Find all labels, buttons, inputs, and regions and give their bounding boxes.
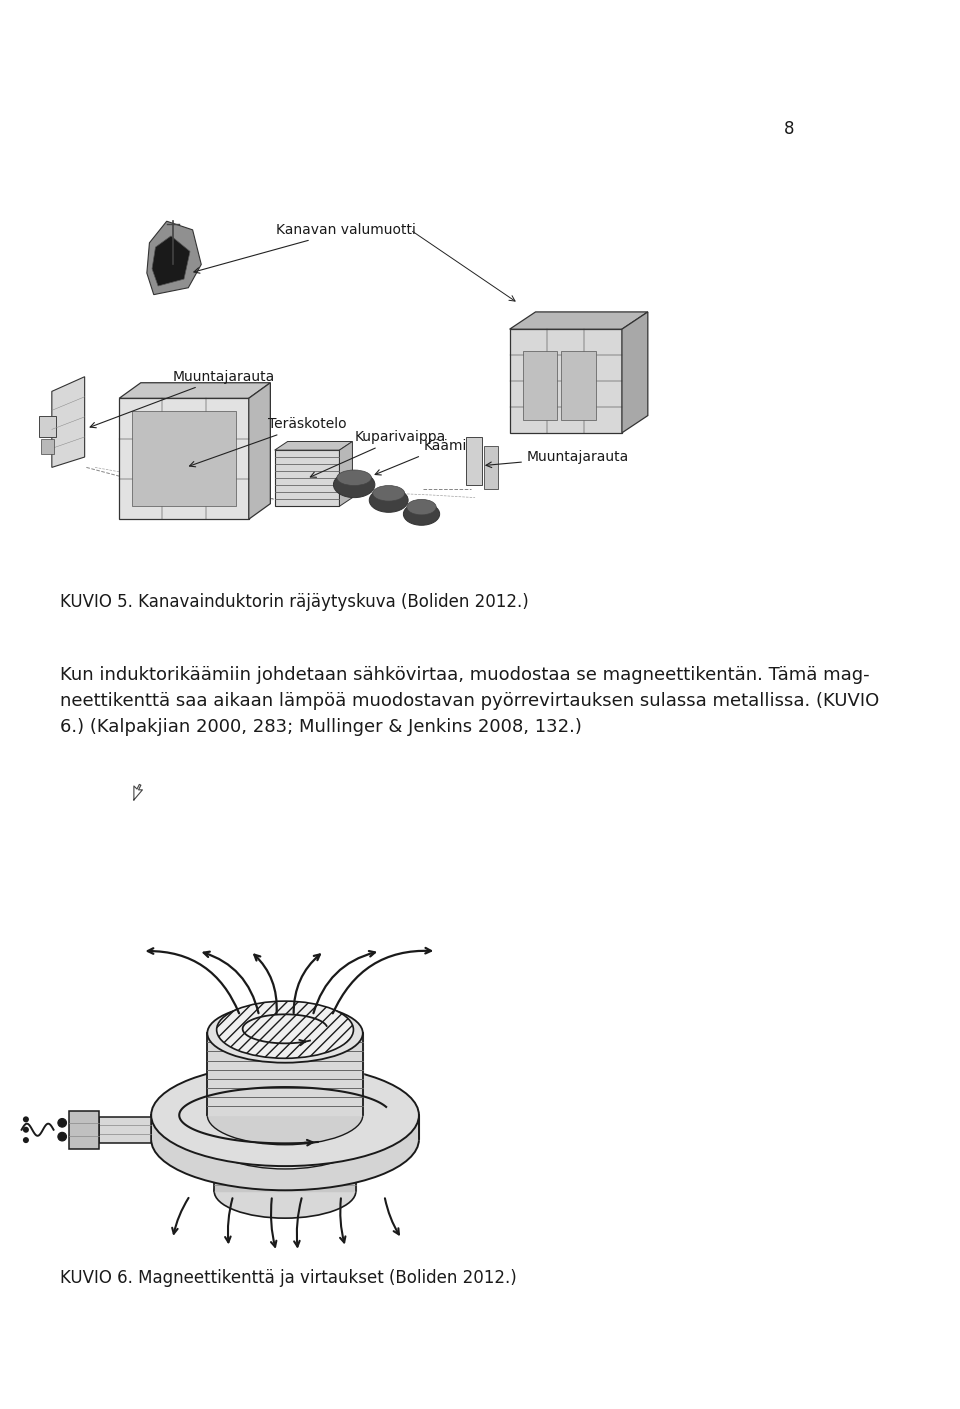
Polygon shape	[275, 441, 352, 449]
Circle shape	[58, 1133, 66, 1141]
Text: Käämi: Käämi	[375, 438, 467, 475]
Polygon shape	[340, 441, 352, 506]
Text: neettikenttä saa aikaan lämpöä muodostavan pyörrevirtauksen sulassa metallissa. : neettikenttä saa aikaan lämpöä muodostav…	[60, 692, 878, 710]
Text: Muuntajarauta: Muuntajarauta	[486, 449, 629, 468]
Polygon shape	[510, 330, 622, 433]
Ellipse shape	[151, 1089, 419, 1191]
Ellipse shape	[207, 1003, 363, 1062]
Ellipse shape	[207, 1110, 363, 1169]
Circle shape	[58, 1119, 66, 1127]
Ellipse shape	[370, 488, 408, 513]
Text: Teräskotelo: Teräskotelo	[189, 417, 347, 466]
Ellipse shape	[333, 472, 374, 497]
Polygon shape	[119, 383, 271, 399]
Circle shape	[23, 1137, 29, 1143]
Polygon shape	[152, 235, 190, 286]
Text: KUVIO 6. Magneettikenttä ja virtaukset (Boliden 2012.): KUVIO 6. Magneettikenttä ja virtaukset (…	[60, 1270, 516, 1286]
Bar	[41, 438, 55, 455]
Polygon shape	[147, 221, 202, 294]
Polygon shape	[562, 351, 596, 420]
Polygon shape	[510, 311, 648, 330]
Bar	[38, 416, 56, 437]
Bar	[99, 1117, 151, 1143]
Ellipse shape	[372, 486, 405, 502]
Text: Kun induktorikäämiin johdetaan sähkövirtaa, muodostaa se magneettikentän. Tämä m: Kun induktorikäämiin johdetaan sähkövirt…	[60, 666, 869, 683]
Bar	[467, 437, 482, 485]
Polygon shape	[52, 376, 84, 468]
Polygon shape	[119, 399, 249, 520]
Bar	[484, 445, 497, 489]
Text: Muuntajarauta: Muuntajarauta	[90, 369, 275, 428]
Polygon shape	[249, 383, 271, 520]
Ellipse shape	[214, 1113, 356, 1167]
Ellipse shape	[207, 1086, 363, 1144]
Polygon shape	[522, 351, 557, 420]
Text: 6.) (Kalpakjian 2000, 283; Mullinger & Jenkins 2008, 132.): 6.) (Kalpakjian 2000, 283; Mullinger & J…	[60, 719, 582, 735]
Bar	[69, 1110, 99, 1148]
Ellipse shape	[217, 1002, 353, 1058]
Text: Kanavan valumuotti: Kanavan valumuotti	[194, 223, 417, 273]
Polygon shape	[132, 411, 236, 506]
Ellipse shape	[403, 503, 440, 526]
Ellipse shape	[214, 1164, 356, 1219]
Ellipse shape	[151, 1064, 419, 1167]
Circle shape	[23, 1127, 29, 1133]
Text: 8: 8	[784, 120, 795, 138]
Text: KUVIO 5. Kanavainduktorin räjäytyskuva (Boliden 2012.): KUVIO 5. Kanavainduktorin räjäytyskuva (…	[60, 593, 528, 610]
Text: Kuparivaippa: Kuparivaippa	[310, 430, 445, 478]
Ellipse shape	[337, 471, 372, 486]
Polygon shape	[622, 311, 648, 433]
Ellipse shape	[407, 499, 436, 514]
Polygon shape	[275, 449, 340, 506]
Circle shape	[23, 1116, 29, 1123]
